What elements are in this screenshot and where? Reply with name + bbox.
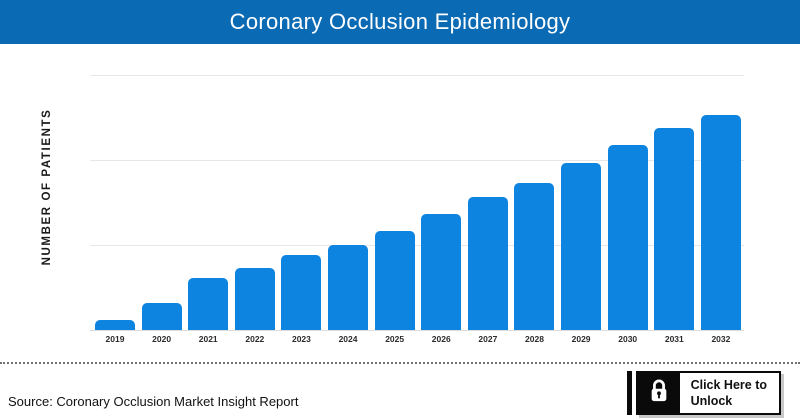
- x-tick-label-2027: 2027: [478, 334, 498, 344]
- bar-2028: [514, 183, 555, 330]
- bar-2030: [607, 145, 648, 330]
- x-tick-label-2031: 2031: [664, 334, 684, 344]
- bar-2029: [561, 163, 602, 330]
- bar-2026: [421, 214, 462, 330]
- lock-icon: [648, 378, 670, 409]
- bar-2027: [467, 197, 508, 330]
- x-tick-label-2024: 2024: [338, 334, 358, 344]
- source-text: Source: Coronary Occlusion Market Insigh…: [8, 394, 299, 409]
- unlock-button-accent-bar: [626, 371, 632, 415]
- x-tick-label-2023: 2023: [291, 334, 311, 344]
- bar-2022: [234, 268, 275, 330]
- bar-2031: [654, 128, 695, 330]
- gridline: [90, 75, 744, 76]
- gridline: [90, 245, 744, 246]
- unlock-button-label-line1: Click Here to: [690, 378, 767, 392]
- unlock-button[interactable]: Click Here to Unlock: [626, 371, 781, 415]
- bar-2024: [328, 245, 369, 330]
- x-tick-label-2028: 2028: [525, 334, 544, 344]
- x-tick-label-2030: 2030: [618, 334, 638, 344]
- unlock-button-label[interactable]: Click Here to Unlock: [680, 373, 779, 413]
- gridline: [90, 160, 744, 161]
- bar-chart: 2019 2020 2021 2022 2023 2024 2025 2026 2027 2028…: [90, 74, 744, 344]
- bar-2020: [141, 303, 182, 330]
- unlock-button-box[interactable]: Click Here to Unlock: [635, 371, 781, 415]
- bar-2025: [374, 231, 415, 330]
- bars: [95, 74, 741, 330]
- page-title: Coronary Occlusion Epidemiology: [229, 9, 571, 34]
- x-tick-label-2019: 2019: [105, 334, 125, 344]
- x-tick-label-2021: 2021: [198, 334, 218, 344]
- bar-2021: [188, 278, 229, 330]
- unlock-button-label-line2: Unlock: [690, 394, 733, 408]
- x-tick-label-2022: 2022: [245, 334, 265, 344]
- x-axis-labels: 2019 2020 2021 2022 2023 2024 2025 2026 2027 2028…: [95, 334, 741, 344]
- dotted-divider: [0, 362, 800, 364]
- x-tick-label-2025: 2025: [385, 334, 405, 344]
- title-banner: Coronary Occlusion Epidemiology: [0, 0, 800, 44]
- x-tick-label-2026: 2026: [431, 334, 451, 344]
- bar-2019: [95, 320, 135, 330]
- lock-icon-cell: [637, 373, 680, 413]
- bar-2023: [281, 255, 322, 330]
- x-tick-label-2020: 2020: [152, 334, 172, 344]
- x-tick-label-2032: 2032: [711, 334, 731, 344]
- y-axis-title: NUMBER OF PATIENTS: [41, 108, 53, 266]
- x-tick-label-2029: 2029: [571, 334, 591, 344]
- bar-2032: [700, 115, 741, 330]
